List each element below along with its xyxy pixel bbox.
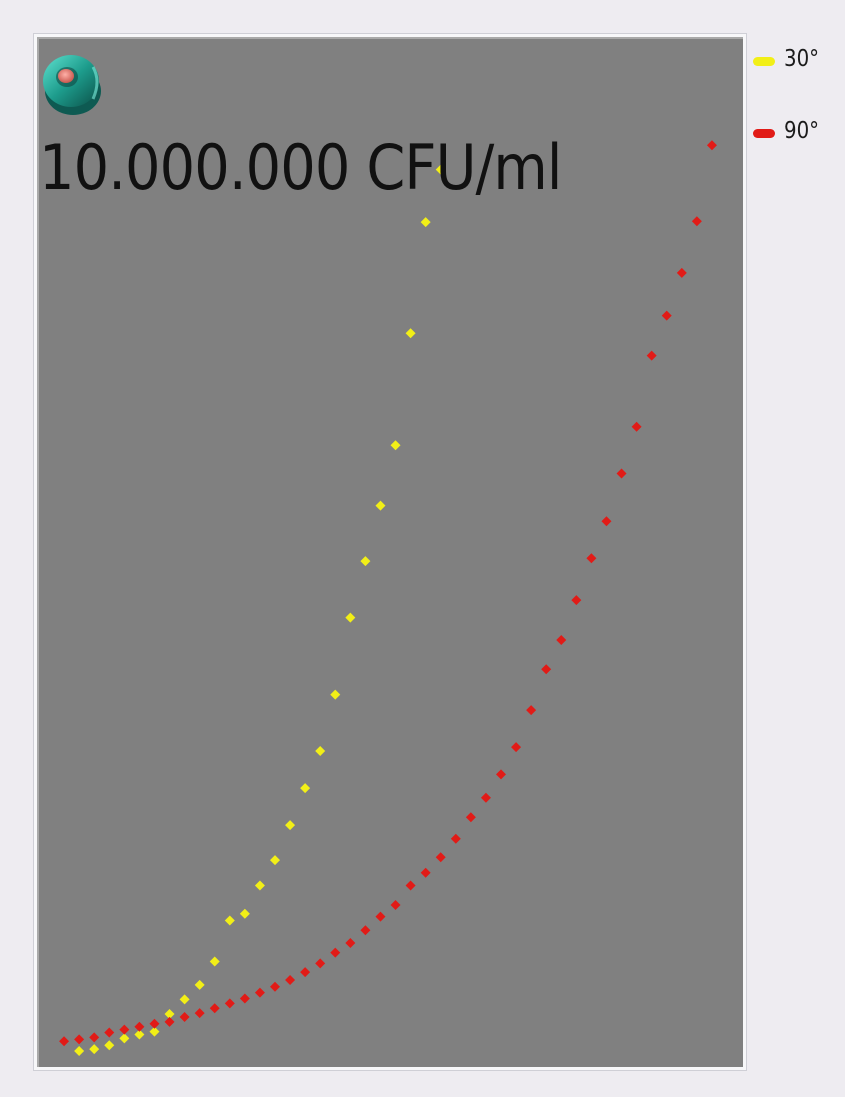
series-2-point [465, 812, 476, 823]
series-1-point [134, 1029, 145, 1040]
legend-item-30: 30° [750, 46, 840, 76]
series-2-point [300, 967, 311, 978]
series-2-point [646, 350, 657, 361]
series-1-points [74, 164, 446, 1057]
series-2-point [134, 1021, 145, 1032]
series-2-point [405, 880, 416, 891]
series-1-point [224, 915, 235, 926]
series-2-point [149, 1018, 160, 1029]
series-1-point [375, 500, 386, 511]
series-2-point [59, 1036, 70, 1047]
series-2-point [345, 937, 356, 948]
series-1-point [435, 164, 446, 175]
series-1-point [405, 328, 416, 339]
series-2-point [360, 925, 371, 936]
series-1-point [119, 1033, 130, 1044]
series-1-point [300, 783, 311, 794]
series-2-point [194, 1008, 205, 1019]
series-2-point [676, 267, 687, 278]
series-2-point [450, 833, 461, 844]
series-2-point [254, 987, 265, 998]
series-2-point [285, 974, 296, 985]
series-1-point [239, 908, 250, 919]
series-2-point [270, 981, 280, 992]
series-2-point [706, 140, 717, 151]
series-2-point [571, 595, 582, 606]
series-2-points [59, 140, 717, 1047]
chart-title: 10.000.000 CFU/ml [39, 131, 562, 204]
series-2-point [179, 1011, 190, 1022]
series-1-point [209, 956, 220, 967]
series-1-point [390, 440, 401, 451]
plot-area: 10.000.000 CFU/ml [37, 37, 743, 1067]
series-1-point [104, 1040, 115, 1051]
legend-item-90: 90° [750, 118, 840, 148]
series-1-point [179, 994, 190, 1005]
series-2-point [556, 635, 567, 646]
series-2-point [541, 664, 552, 675]
series-2-point [375, 911, 386, 922]
series-2-point [164, 1016, 175, 1027]
series-2-point [586, 553, 597, 564]
series-2-point [691, 216, 702, 227]
series-1-point [89, 1044, 100, 1055]
series-2-point [239, 993, 250, 1004]
legend-label-90: 90° [784, 118, 820, 144]
series-1-point [345, 612, 356, 623]
series-2-point [601, 516, 612, 527]
series-1-point [254, 880, 265, 891]
bacteria-culture-logo-icon [43, 55, 101, 115]
series-1-point [360, 556, 371, 567]
series-layer [59, 140, 717, 1057]
series-2-point [661, 310, 672, 321]
series-2-point [511, 742, 522, 753]
series-2-point [631, 421, 642, 432]
series-2-point [526, 705, 537, 716]
series-1-point [330, 689, 341, 700]
series-1-point [285, 820, 296, 831]
series-2-point [224, 998, 235, 1009]
series-2-point [390, 899, 401, 910]
series-2-point [209, 1003, 220, 1014]
series-2-point [420, 867, 431, 878]
legend-swatch-90 [753, 129, 775, 138]
series-1-point [74, 1046, 85, 1057]
series-2-point [89, 1032, 100, 1043]
series-2-point [330, 947, 341, 958]
series-2-point [104, 1027, 115, 1038]
series-2-point [315, 958, 326, 969]
series-2-point [119, 1024, 130, 1035]
series-2-point [480, 792, 491, 803]
series-1-point [315, 746, 326, 757]
legend-label-30: 30° [784, 46, 820, 72]
series-2-point [616, 468, 627, 479]
series-1-point [270, 855, 280, 866]
series-1-point [194, 979, 205, 990]
series-2-point [435, 852, 446, 863]
plot-canvas [59, 140, 717, 1057]
legend: 30° 90° [750, 46, 840, 190]
series-2-point [496, 769, 506, 780]
series-2-point [74, 1034, 85, 1045]
series-1-point [164, 1009, 175, 1020]
series-1-point [420, 217, 431, 228]
series-1-point [149, 1026, 160, 1037]
legend-swatch-30 [753, 57, 775, 66]
